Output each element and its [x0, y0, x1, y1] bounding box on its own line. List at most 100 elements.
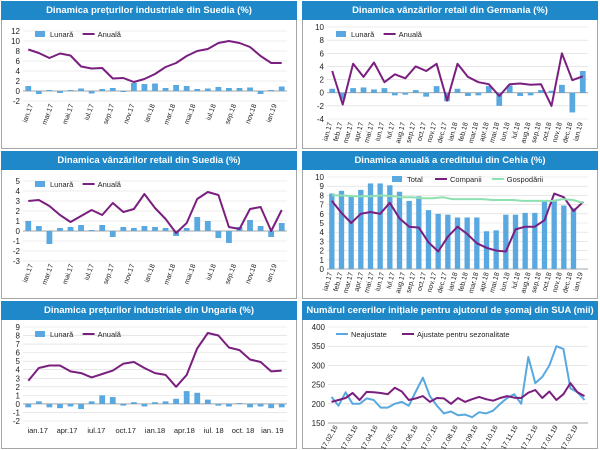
x-tick-label: oct.18: [542, 122, 554, 142]
x-tick-label: sep.18: [224, 263, 238, 285]
bar: [183, 228, 190, 231]
chart-title: Dinamica anuală a creditului din Cehia (…: [302, 151, 598, 170]
bar: [257, 226, 264, 231]
y-tick-label: 4: [16, 67, 21, 76]
chart-title: Dinamica prețurilor industriale din Unga…: [1, 301, 297, 320]
bar: [204, 399, 211, 404]
x-tick-label: iul.17: [386, 122, 397, 140]
y-tick-label: 350: [312, 342, 326, 351]
y-tick-label: 7: [16, 340, 21, 349]
bar: [360, 87, 367, 93]
bar: [512, 214, 519, 269]
x-tick-label: oct.17: [115, 426, 135, 435]
bar: [109, 397, 116, 404]
bar: [57, 91, 63, 93]
bar: [130, 83, 137, 91]
y-tick-label: 4: [320, 228, 325, 237]
y-tick-label: 0: [16, 227, 21, 236]
legend-label: Anuală: [98, 30, 122, 39]
panel-sweden-ppi: Dinamica prețurilor industriale din Sued…: [1, 1, 297, 149]
bar: [247, 220, 253, 231]
x-tick-label: 17.08.16: [440, 424, 460, 449]
bar: [278, 403, 285, 408]
y-tick-label: 8: [320, 191, 325, 200]
bar: [559, 84, 565, 93]
x-tick-label: ian.17: [22, 103, 35, 123]
x-tick-label: 17.03.16: [340, 424, 360, 449]
bar: [215, 231, 222, 238]
x-tick-label: iul.17: [84, 103, 96, 121]
x-tick-label: ian.18: [144, 263, 157, 283]
bar: [339, 92, 346, 100]
x-tick-label: 17.11.16: [500, 424, 519, 449]
x-tick-label: ian.17: [322, 272, 334, 292]
y-tick-label: 12: [11, 27, 20, 36]
chart-title: Dinamica vânzărilor retail din Suedia (%…: [1, 151, 297, 170]
bar: [194, 217, 201, 231]
y-tick-label: 6: [16, 57, 21, 66]
y-tick-label: 400: [312, 323, 326, 332]
x-tick-label: mai.18: [184, 103, 198, 125]
bar: [387, 185, 393, 269]
bar: [391, 92, 398, 96]
y-tick-label: 4: [16, 366, 21, 375]
bar: [25, 221, 32, 231]
y-tick-label: 200: [312, 400, 326, 409]
y-tick-label: -1: [13, 237, 21, 246]
x-tick-label: 17.12.16: [520, 424, 540, 449]
bar: [329, 88, 336, 93]
legend-label: Total: [407, 175, 423, 184]
x-tick-label: 17.07.16: [420, 424, 440, 449]
bar: [412, 90, 419, 93]
x-tick-label: apr.18: [174, 426, 195, 435]
x-tick-label: ian.18: [144, 103, 157, 123]
x-tick-label: 17.10.16: [480, 424, 500, 449]
x-tick-label: iul.18: [206, 103, 218, 121]
y-tick-label: 150: [312, 419, 326, 428]
x-tick-label: feb.18: [458, 122, 470, 143]
bar: [162, 88, 169, 91]
bar: [454, 88, 461, 93]
x-tick-label: oct.17: [416, 122, 428, 142]
bar: [423, 92, 430, 97]
y-tick-label: 8: [16, 47, 21, 56]
bar: [464, 217, 470, 269]
y-tick-label: 10: [315, 23, 324, 32]
bar: [35, 401, 42, 404]
bar: [483, 231, 490, 269]
legend-label: Ajustate pentru sezonalitate: [417, 330, 510, 339]
y-tick-label: 6: [16, 349, 21, 358]
y-tick-label: 0: [320, 265, 325, 274]
x-tick-label: oct.18: [542, 272, 554, 292]
x-tick-label: apr.17: [354, 122, 366, 143]
chart-us-jobless-claims: 150 200 250 300 350 400 17.02.16 17.03.16 17.04.…: [312, 323, 588, 449]
bar: [120, 91, 127, 92]
x-tick-label: 17.04.16: [360, 424, 380, 449]
y-tick-label: 8: [320, 36, 325, 45]
bar: [183, 86, 190, 91]
y-tick-label: 5: [320, 219, 325, 228]
x-tick-label: oct. 18: [232, 426, 255, 435]
y-tick-label: 1: [16, 217, 21, 226]
bar: [381, 88, 388, 93]
y-tick-label: 5: [16, 177, 21, 186]
y-tick-label: 0: [320, 89, 325, 98]
bar: [173, 85, 180, 91]
y-tick-label: 6: [320, 49, 325, 58]
bar: [236, 88, 243, 91]
panel-sweden-retail: Dinamica vânzărilor retail din Suedia (%…: [1, 151, 297, 299]
series-line: [330, 345, 586, 419]
x-tick-label: feb.18: [458, 272, 470, 293]
bar: [371, 89, 377, 93]
x-tick-label: ian.17: [322, 122, 334, 142]
x-tick-label: mar.18: [163, 103, 177, 126]
x-tick-label: nov.17: [123, 263, 137, 285]
bar: [141, 403, 148, 407]
legend-label: Gospodării: [507, 175, 544, 184]
bar: [35, 91, 42, 94]
chart-germany-retail: -4-20246810ian.17feb.17mar.17apr.17mai.1…: [315, 23, 588, 144]
bar: [215, 403, 222, 406]
series-line: [332, 194, 584, 204]
bar: [46, 403, 53, 408]
